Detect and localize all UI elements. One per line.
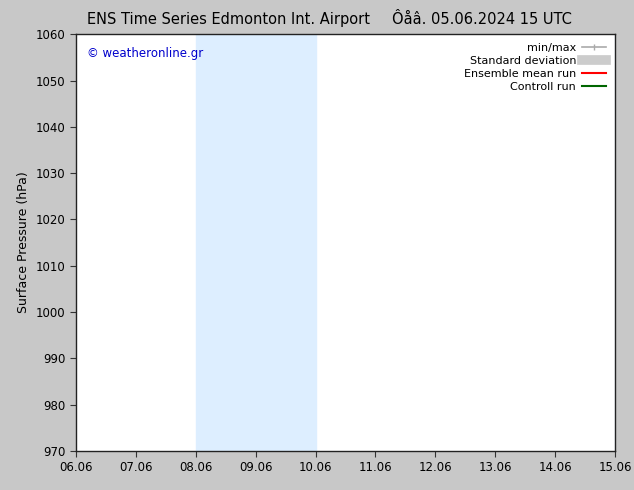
Bar	[615, 34, 634, 451]
Legend: min/max, Standard deviation, Ensemble mean run, Controll run: min/max, Standard deviation, Ensemble me…	[460, 40, 609, 95]
Bar	[196, 34, 316, 451]
Y-axis label: Surface Pressure (hPa): Surface Pressure (hPa)	[17, 172, 30, 314]
Text: Ôåâ. 05.06.2024 15 UTC: Ôåâ. 05.06.2024 15 UTC	[392, 12, 572, 27]
Text: ENS Time Series Edmonton Int. Airport: ENS Time Series Edmonton Int. Airport	[87, 12, 370, 27]
Text: © weatheronline.gr: © weatheronline.gr	[87, 47, 203, 60]
